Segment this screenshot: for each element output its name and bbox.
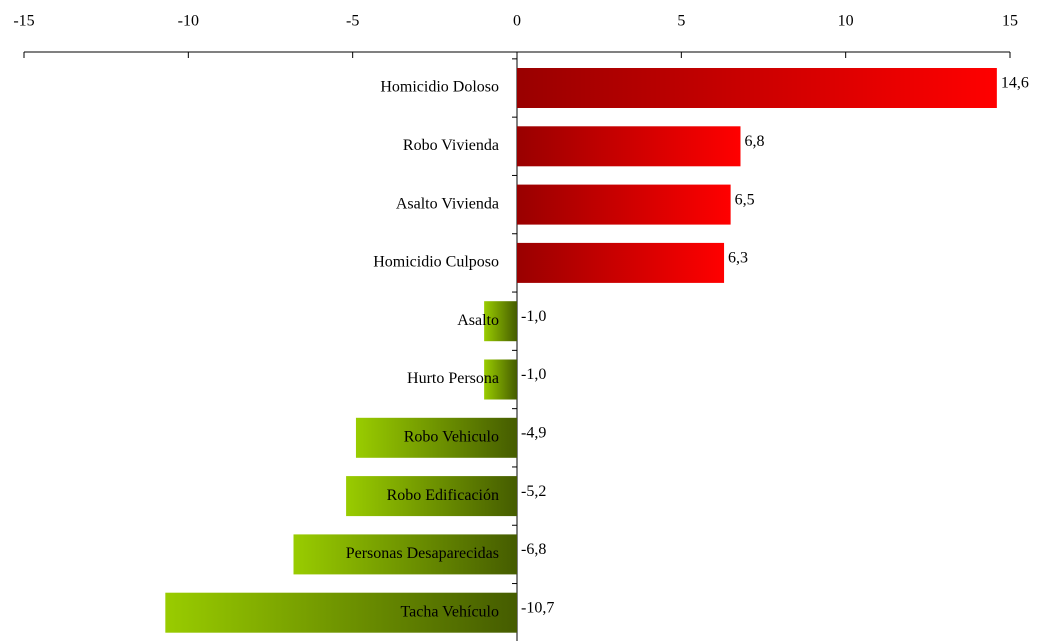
category-label: Robo Vehiculo: [404, 428, 499, 445]
category-label: Robo Vivienda: [403, 137, 499, 154]
category-label: Asalto: [457, 312, 499, 329]
value-label: 14,6: [1001, 75, 1029, 92]
bar: [165, 592, 517, 633]
bar: [355, 417, 517, 458]
value-label: 6,3: [728, 250, 748, 267]
value-label: -4,9: [521, 424, 546, 441]
value-label: 6,5: [735, 191, 755, 208]
bar: [517, 126, 741, 167]
x-tick-label: 5: [677, 13, 685, 30]
value-label: -10,7: [521, 599, 554, 616]
value-label: -5,2: [521, 483, 546, 500]
category-label: Tacha Vehículo: [400, 603, 499, 620]
bar: [517, 184, 731, 225]
bar: [484, 359, 517, 400]
value-label: -1,0: [521, 366, 546, 383]
x-tick-label: -15: [13, 13, 34, 30]
bar: [517, 242, 725, 283]
category-label: Hurto Persona: [407, 370, 499, 387]
x-tick-label: 0: [513, 13, 521, 30]
x-tick-label: -5: [346, 13, 359, 30]
category-label: Robo Edificación: [387, 487, 499, 504]
category-label: Personas Desaparecidas: [346, 545, 499, 562]
bar: [346, 476, 517, 517]
value-label: -1,0: [521, 308, 546, 325]
x-tick-label: 10: [838, 13, 854, 30]
category-label: Homicidio Doloso: [380, 79, 499, 96]
bar: [293, 534, 517, 575]
value-label: -6,8: [521, 541, 546, 558]
bar: [484, 301, 517, 342]
value-label: 6,8: [744, 133, 764, 150]
x-tick-label: 15: [1002, 13, 1018, 30]
x-tick-label: -10: [178, 13, 199, 30]
bar: [517, 68, 997, 108]
category-label: Homicidio Culposo: [373, 254, 499, 271]
category-label: Asalto Vivienda: [396, 195, 499, 212]
